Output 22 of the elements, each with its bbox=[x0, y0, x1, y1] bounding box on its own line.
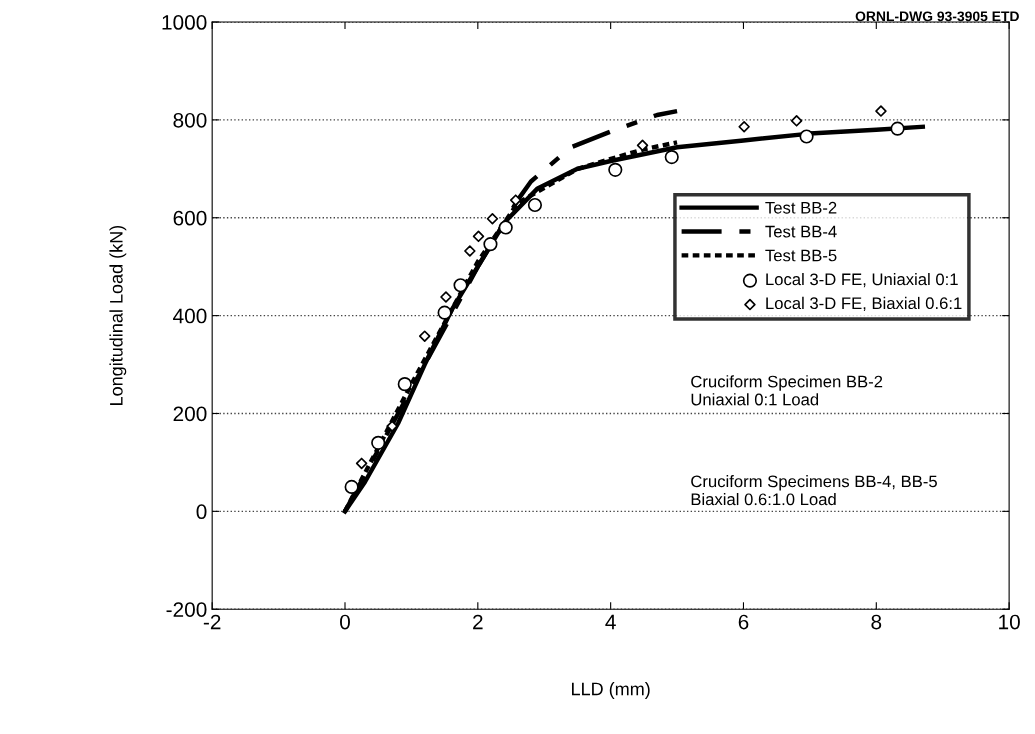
legend-label: Local 3-D FE, Uniaxial 0:1 bbox=[766, 273, 958, 288]
annotation: Cruciform Specimens BB-4, BB-5 Biaxial 0.6:1.0 Load bbox=[691, 475, 937, 506]
y-tick-label: 0 bbox=[196, 504, 207, 520]
y-tick-label: 400 bbox=[173, 308, 207, 324]
legend-label: Test BB-4 bbox=[765, 225, 837, 238]
x-tick-label: 2 bbox=[473, 614, 483, 630]
x-tick-label: 6 bbox=[738, 614, 749, 630]
annotation: Cruciform Specimen BB-2 Uniaxial 0:1 Load bbox=[691, 375, 883, 406]
text: ORNL-DWG 93-3905 ETD bbox=[855, 11, 1019, 22]
legend-label: Test BB-5 bbox=[765, 249, 837, 262]
y-tick-label: 800 bbox=[173, 112, 207, 128]
x-axis-title: LLD (mm) bbox=[572, 682, 650, 699]
y-tick-label: 1000 bbox=[162, 15, 207, 30]
x-tick-label: 8 bbox=[871, 614, 882, 630]
x-tick-label: 10 bbox=[999, 614, 1020, 630]
legend-label: Local 3-D FE, Biaxial 0.6:1 bbox=[766, 296, 962, 312]
y-tick-label: 200 bbox=[173, 406, 207, 422]
legend-label: Test BB-2 bbox=[765, 201, 837, 214]
y-axis-title: Longitudinal Load (kN) bbox=[109, 225, 127, 405]
x-tick-label: 4 bbox=[605, 614, 616, 630]
y-tick-label: 600 bbox=[173, 210, 207, 226]
x-tick-label: 0 bbox=[340, 614, 350, 630]
